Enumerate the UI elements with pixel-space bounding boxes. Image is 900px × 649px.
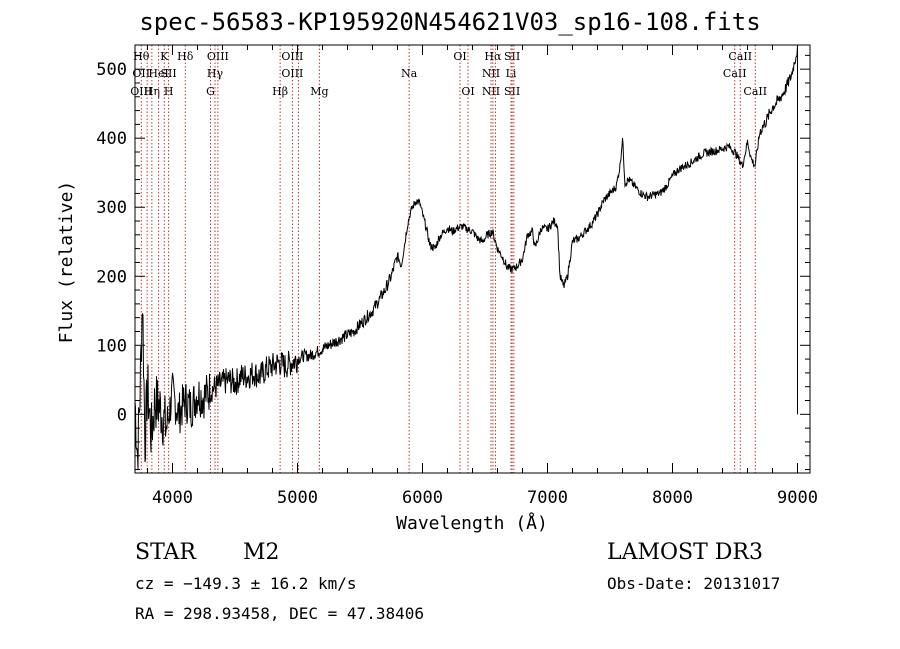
line-marker-label-5-1: SII (161, 67, 177, 80)
line-marker-label-14-1: Na (401, 67, 418, 80)
obs-date: Obs-Date: 20131017 (607, 574, 781, 593)
y-tick-label-2: 200 (96, 267, 127, 287)
subclass-label: M2 (243, 540, 280, 565)
line-marker-label-21-0: SII (504, 50, 520, 63)
line-marker-label-8-1: Hγ (207, 67, 224, 80)
x-tick-label-1: 5000 (277, 488, 318, 508)
line-marker-layer: HθOIIOIIIHηHeIKSIIHHδGHγOIIIHβOIIIOIIIMg… (130, 45, 767, 473)
line-marker-label-16-2: OI (461, 85, 474, 98)
label-layer: 4000 5000 6000 7000 8000 9000 0 100 200 300 400 500 (96, 60, 818, 508)
coordinates-readout: RA = 298.93458, DEC = 47.38406 (135, 604, 424, 623)
line-marker-label-0-0: Hθ (133, 50, 150, 63)
survey-label: LAMOST DR3 (607, 540, 763, 565)
tick-layer (135, 45, 810, 473)
line-marker-label-18-0: Hα (484, 50, 502, 63)
line-marker-label-20-1: Li (506, 67, 517, 80)
line-marker-label-7-2: G (206, 85, 215, 98)
spectrum-layer (134, 44, 798, 470)
line-marker-label-11-1: OIII (281, 67, 303, 80)
class-label: STAR (135, 540, 196, 565)
y-tick-label-0: 0 (117, 405, 127, 425)
chart-title: spec-56583-KP195920N454621V03_sp16-108.f… (139, 8, 761, 36)
line-marker-label-17-1: NII (482, 67, 500, 80)
x-tick-label-5: 9000 (777, 488, 818, 508)
line-marker-label-24-0: CaII (728, 50, 752, 63)
y-tick-label-4: 400 (96, 129, 127, 149)
y-tick-label-3: 300 (96, 198, 127, 218)
line-marker-label-4-0: K (160, 50, 169, 63)
line-marker-label-9-0: OIII (207, 50, 229, 63)
line-marker-label-17-2: NII (482, 85, 500, 98)
line-marker-label-21-2: SII (504, 85, 520, 98)
x-tick-label-4: 8000 (652, 488, 693, 508)
line-marker-label-5-2: H (164, 85, 174, 98)
line-marker-label-25-2: CaII (743, 85, 767, 98)
line-marker-label-13-2: Mg (310, 85, 328, 98)
line-marker-label-0-1: OII (132, 67, 150, 80)
line-marker-label-15-0: OI (453, 50, 466, 63)
x-axis-label: Wavelength (Å) (396, 512, 548, 534)
line-marker-label-10-2: Hβ (272, 85, 288, 98)
x-tick-label-0: 4000 (152, 488, 193, 508)
plot-frame (134, 44, 811, 474)
line-marker-label-3-1: HeI (148, 67, 168, 80)
x-tick-label-2: 6000 (402, 488, 443, 508)
line-marker-label-23-1: CaII (723, 67, 747, 80)
y-axis-label: Flux (relative) (56, 181, 77, 344)
line-marker-label-2-2: Hη (144, 85, 160, 98)
y-tick-label-1: 100 (96, 336, 127, 356)
line-marker-label-11-0: OIII (281, 50, 303, 63)
cz-readout: cz = −149.3 ± 16.2 km/s (135, 574, 357, 593)
line-marker-label-6-0: Hδ (177, 50, 194, 63)
spectrum-series-line-0 (134, 44, 798, 470)
y-tick-label-5: 500 (96, 60, 127, 80)
x-tick-label-3: 7000 (527, 488, 568, 508)
